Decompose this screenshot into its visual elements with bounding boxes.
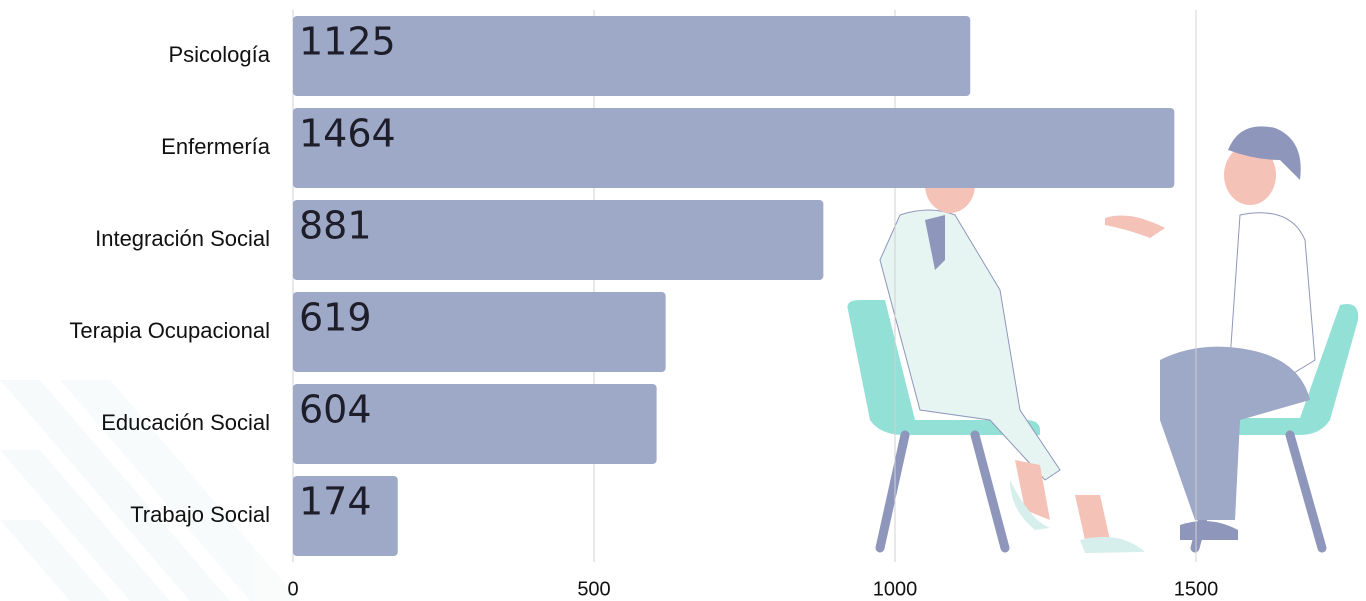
y-tick-label: Trabajo Social [130,502,270,527]
y-tick-label: Enfermería [161,134,271,159]
data-label: 1464 [299,112,396,156]
bar [293,16,971,96]
x-tick-label: 1000 [873,578,918,600]
bar [293,200,824,280]
data-label: 174 [299,480,372,524]
x-tick-label: 500 [577,578,610,600]
y-tick-label: Integración Social [95,226,270,251]
illustration [847,126,1359,553]
x-tick-label: 1500 [1174,578,1219,600]
background-stripes [0,380,300,601]
bar [293,476,398,556]
bar [293,292,666,372]
data-label: 881 [299,204,372,248]
x-tick-label: 0 [287,578,298,600]
data-label: 619 [299,296,372,340]
data-label: 604 [299,388,372,432]
bar [293,384,657,464]
bar [293,108,1175,188]
data-label: 1125 [299,20,396,64]
y-tick-label: Terapia Ocupacional [69,318,270,343]
y-tick-label: Psicología [168,42,270,67]
y-tick-label: Educación Social [101,410,270,435]
